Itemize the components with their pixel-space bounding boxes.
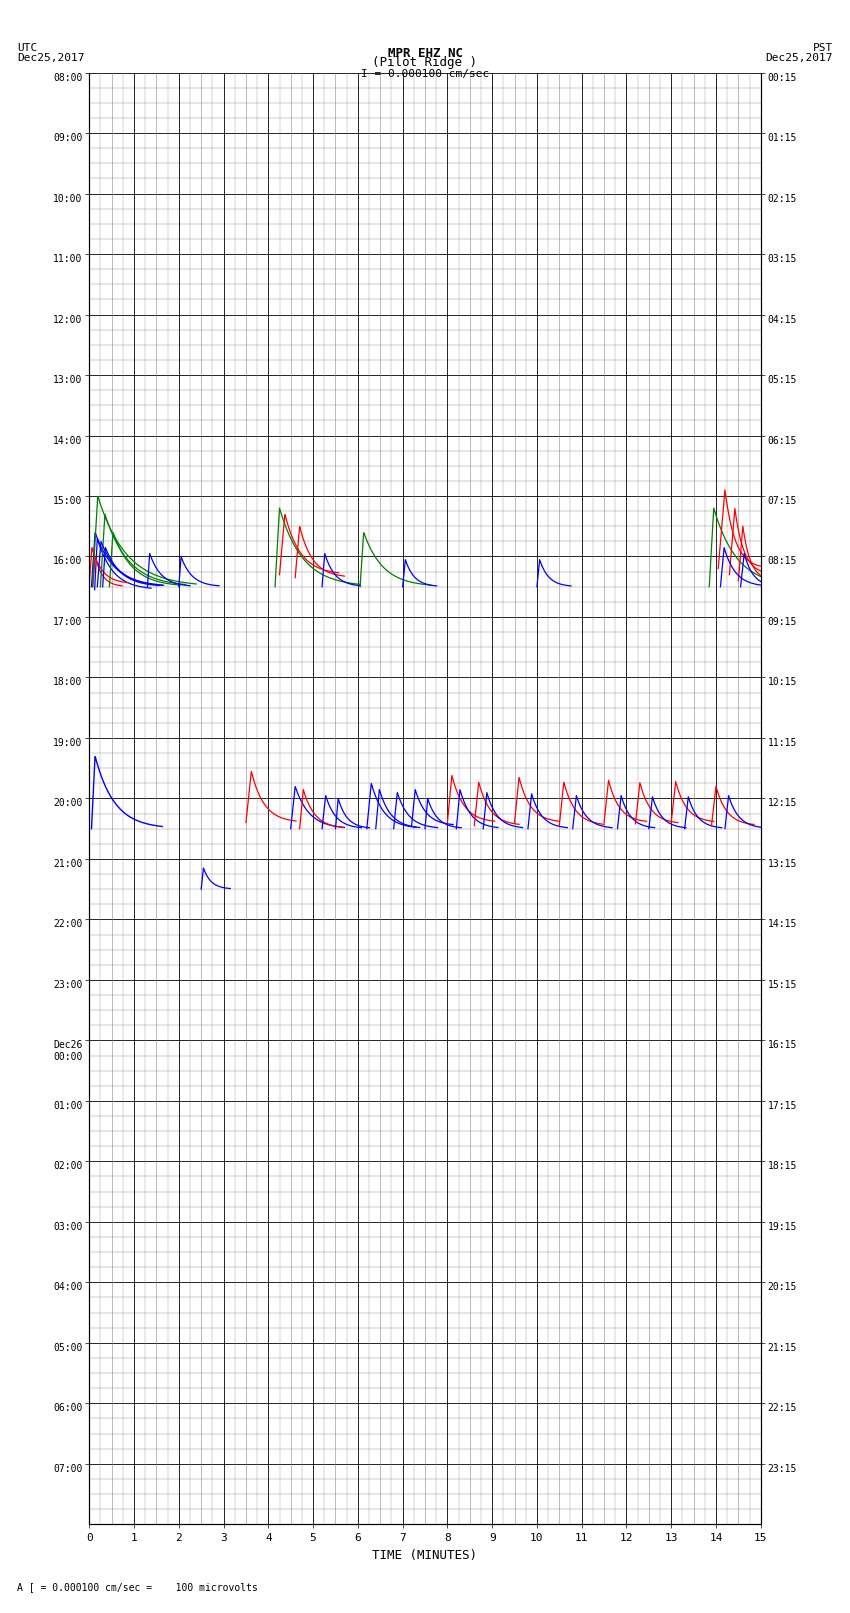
Text: I = 0.000100 cm/sec: I = 0.000100 cm/sec	[361, 69, 489, 79]
Text: Dec25,2017: Dec25,2017	[17, 53, 84, 63]
Text: UTC: UTC	[17, 44, 37, 53]
Text: A [ = 0.000100 cm/sec =    100 microvolts: A [ = 0.000100 cm/sec = 100 microvolts	[17, 1582, 258, 1592]
Text: MPR EHZ NC: MPR EHZ NC	[388, 47, 462, 60]
Text: PST: PST	[813, 44, 833, 53]
Text: Dec25,2017: Dec25,2017	[766, 53, 833, 63]
X-axis label: TIME (MINUTES): TIME (MINUTES)	[372, 1548, 478, 1561]
Text: (Pilot Ridge ): (Pilot Ridge )	[372, 56, 478, 69]
